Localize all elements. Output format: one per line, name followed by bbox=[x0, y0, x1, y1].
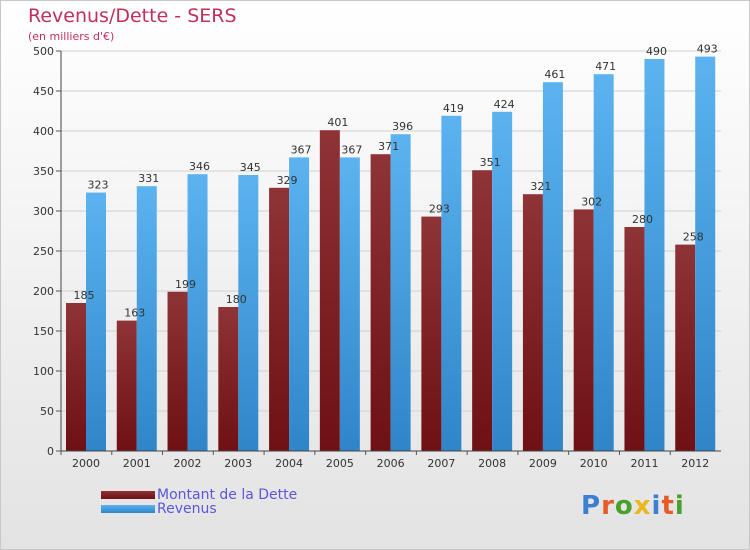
bar-dette bbox=[167, 291, 188, 451]
bar-dette bbox=[421, 216, 442, 451]
y-tick-label: 0 bbox=[47, 445, 54, 458]
data-label-revenus: 323 bbox=[88, 179, 109, 192]
bar-dette bbox=[675, 244, 696, 451]
x-tick-label: 2006 bbox=[377, 457, 405, 470]
y-tick-label: 500 bbox=[33, 45, 54, 58]
y-tick-label: 450 bbox=[33, 85, 54, 98]
legend-item-dette: Montant de la Dette bbox=[101, 487, 298, 503]
data-label-revenus: 424 bbox=[494, 98, 515, 111]
bar-revenus bbox=[492, 111, 513, 452]
x-tick-label: 2010 bbox=[580, 457, 608, 470]
data-label-revenus: 367 bbox=[291, 143, 312, 156]
y-tick-label: 200 bbox=[33, 285, 54, 298]
bar-dette bbox=[370, 154, 391, 451]
bar-dette bbox=[269, 187, 290, 452]
y-tick-label: 150 bbox=[33, 325, 54, 338]
bar-revenus bbox=[644, 59, 665, 451]
logo-letter: i bbox=[651, 491, 662, 521]
chart-subtitle: (en milliers d'€) bbox=[28, 30, 115, 43]
legend-label-dette: Montant de la Dette bbox=[157, 487, 298, 503]
legend-label-revenus: Revenus bbox=[157, 501, 217, 517]
x-tick-label: 2009 bbox=[529, 457, 557, 470]
chart-title: Revenus/Dette - SERS bbox=[28, 5, 237, 27]
data-label-dette: 163 bbox=[124, 307, 145, 320]
data-label-revenus: 461 bbox=[544, 68, 565, 81]
x-tick-label: 2003 bbox=[224, 457, 252, 470]
x-tick-label: 2004 bbox=[275, 457, 303, 470]
bar-revenus bbox=[390, 134, 411, 451]
bar-revenus bbox=[136, 186, 157, 451]
bar-revenus bbox=[441, 115, 462, 452]
y-tick-label: 300 bbox=[33, 205, 54, 218]
data-label-dette: 321 bbox=[530, 180, 551, 193]
data-label-revenus: 493 bbox=[697, 43, 718, 56]
data-label-dette: 280 bbox=[632, 213, 653, 226]
logo-letter: x bbox=[633, 491, 652, 521]
data-label-revenus: 419 bbox=[443, 102, 464, 115]
data-label-revenus: 490 bbox=[646, 45, 667, 58]
bar-dette bbox=[319, 130, 340, 451]
logo-letter: o bbox=[614, 491, 634, 521]
x-tick-label: 2001 bbox=[123, 457, 151, 470]
data-label-dette: 258 bbox=[683, 231, 704, 244]
x-tick-label: 2008 bbox=[478, 457, 506, 470]
y-tick-label: 400 bbox=[33, 125, 54, 138]
data-label-dette: 302 bbox=[581, 195, 602, 208]
bar-dette bbox=[66, 303, 86, 451]
bar-revenus bbox=[695, 56, 716, 451]
data-label-revenus: 345 bbox=[240, 161, 261, 174]
bar-dette bbox=[624, 227, 645, 451]
bar-dette bbox=[472, 170, 493, 451]
legend-swatch-revenus bbox=[101, 505, 155, 513]
logo-letter: P bbox=[581, 491, 602, 521]
data-label-dette: 199 bbox=[175, 278, 196, 291]
y-tick-label: 350 bbox=[33, 165, 54, 178]
bar-revenus bbox=[339, 157, 360, 451]
data-label-revenus: 367 bbox=[341, 143, 362, 156]
bar-dette bbox=[522, 194, 543, 451]
bar-revenus bbox=[542, 82, 563, 451]
data-label-revenus: 331 bbox=[138, 172, 159, 185]
x-tick-label: 2007 bbox=[427, 457, 455, 470]
data-label-dette: 401 bbox=[327, 116, 348, 129]
logo-letter: i bbox=[674, 491, 685, 521]
data-label-dette: 185 bbox=[74, 289, 95, 302]
data-label-revenus: 471 bbox=[595, 60, 616, 73]
bar-dette bbox=[116, 320, 137, 451]
logo-letter: t bbox=[661, 491, 675, 521]
y-tick-label: 100 bbox=[33, 365, 54, 378]
bar-dette bbox=[573, 209, 594, 451]
legend-swatch-dette bbox=[101, 491, 155, 499]
data-label-revenus: 396 bbox=[392, 120, 413, 133]
x-tick-label: 2011 bbox=[630, 457, 658, 470]
proxiti-logo: Proxiti bbox=[581, 491, 685, 521]
bar-revenus bbox=[86, 192, 106, 451]
x-tick-label: 2005 bbox=[326, 457, 354, 470]
bar-revenus bbox=[238, 175, 259, 451]
data-label-dette: 371 bbox=[378, 140, 399, 153]
data-label-dette: 293 bbox=[429, 203, 450, 216]
bar-revenus bbox=[187, 174, 208, 451]
bar-revenus bbox=[289, 157, 310, 451]
x-tick-label: 2002 bbox=[174, 457, 202, 470]
data-label-dette: 351 bbox=[480, 156, 501, 169]
bar-revenus bbox=[593, 74, 614, 451]
logo-letter: r bbox=[601, 491, 615, 521]
data-label-dette: 180 bbox=[226, 293, 247, 306]
x-tick-label: 2012 bbox=[681, 457, 709, 470]
x-tick-label: 2000 bbox=[72, 457, 100, 470]
y-tick-label: 250 bbox=[33, 245, 54, 258]
y-tick-label: 50 bbox=[40, 405, 54, 418]
data-label-revenus: 346 bbox=[189, 160, 210, 173]
legend-item-revenus: Revenus bbox=[101, 501, 217, 517]
data-label-dette: 329 bbox=[277, 174, 298, 187]
bar-dette bbox=[218, 307, 239, 451]
